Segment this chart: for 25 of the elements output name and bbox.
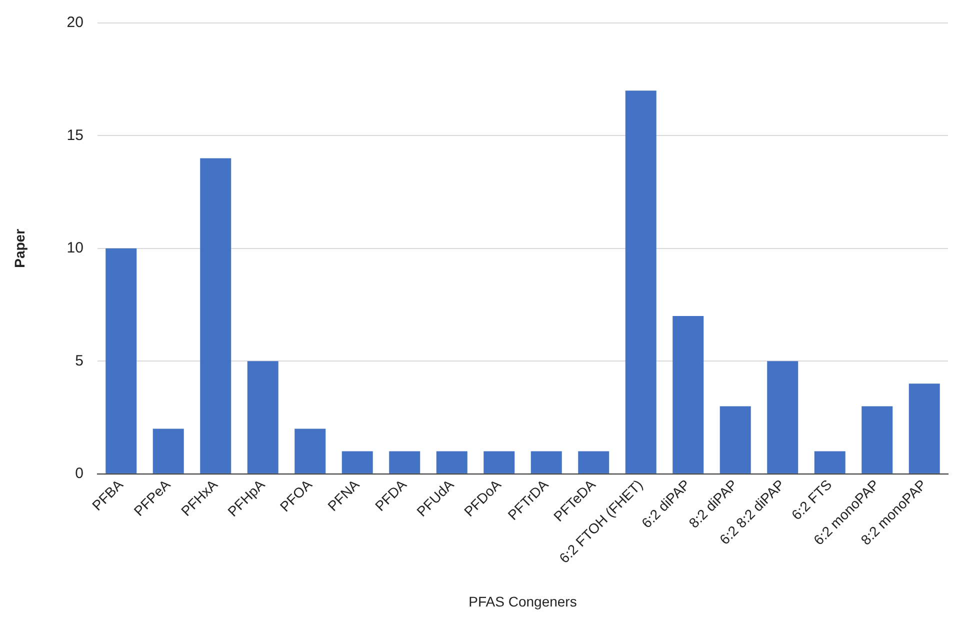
bar — [672, 316, 704, 474]
y-tick-label: 20 — [66, 14, 84, 32]
y-tick-label: 10 — [66, 240, 84, 257]
y-tick-label: 15 — [66, 126, 84, 144]
bar — [530, 451, 562, 474]
bar — [814, 451, 846, 474]
bar — [342, 451, 373, 474]
bar — [484, 451, 515, 474]
bar — [578, 451, 610, 474]
y-tick-label: 5 — [75, 352, 84, 370]
bar — [767, 361, 798, 474]
bar — [294, 428, 326, 474]
bar — [200, 158, 232, 474]
bar — [389, 451, 420, 474]
y-tick-label: 0 — [75, 464, 84, 482]
bar — [908, 384, 940, 474]
bar — [247, 361, 278, 474]
x-axis-title: PFAS Congeners — [468, 593, 577, 610]
bar — [720, 406, 751, 474]
bar — [625, 90, 656, 474]
bar — [436, 451, 468, 474]
y-axis-title: Paper — [11, 228, 28, 268]
bar — [152, 428, 184, 474]
bar — [862, 406, 893, 474]
bar — [106, 248, 137, 474]
